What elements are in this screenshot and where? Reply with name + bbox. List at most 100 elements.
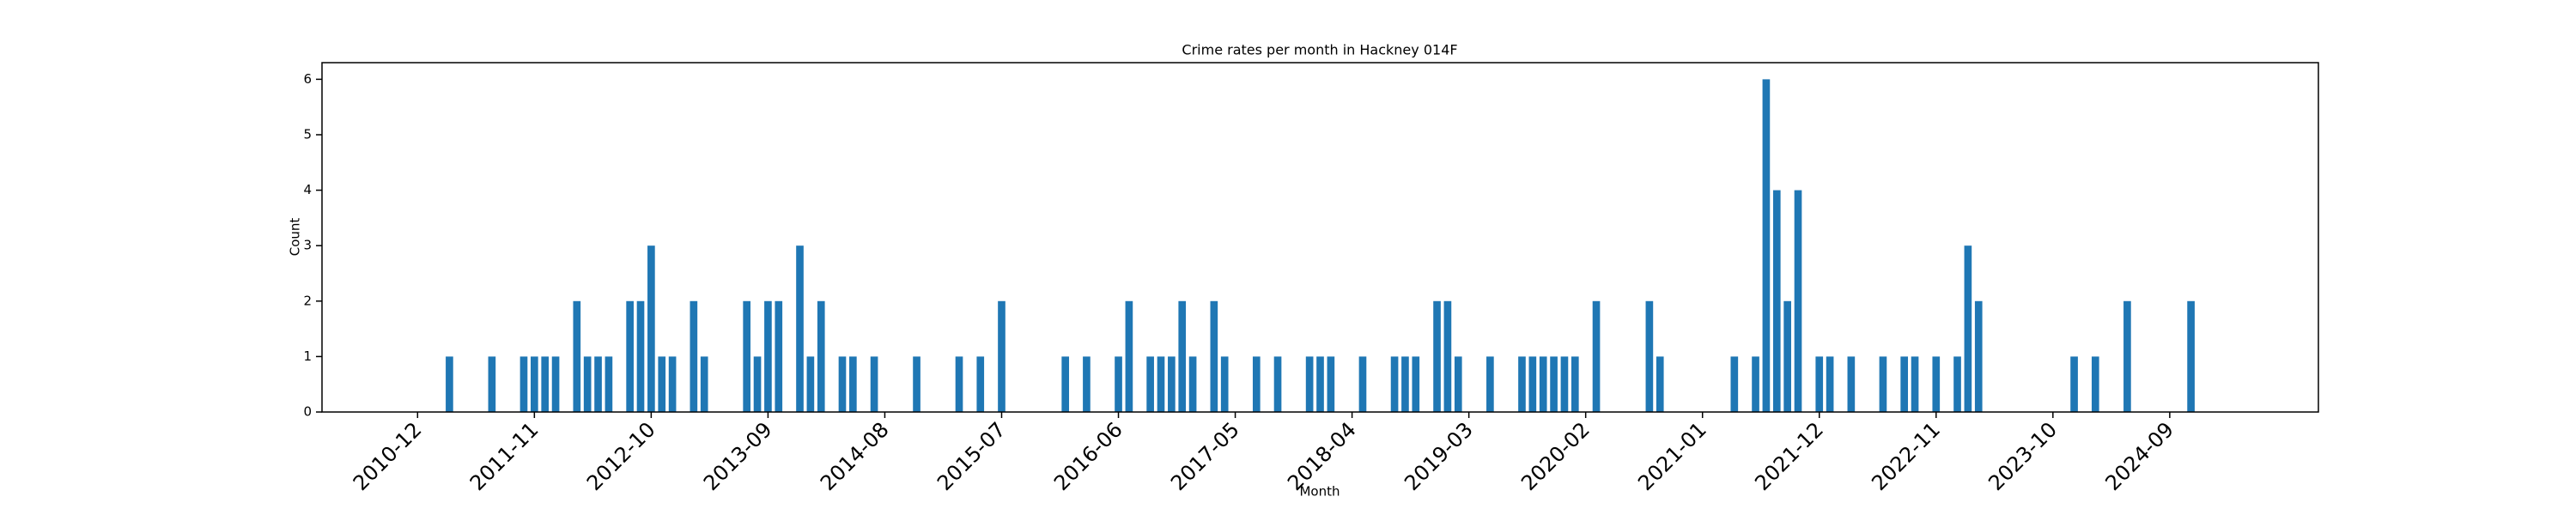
bar [913, 356, 920, 412]
bar [1358, 356, 1367, 412]
bar [1953, 356, 1961, 412]
bar [1125, 300, 1133, 412]
y-tick-label: 3 [303, 238, 312, 253]
bar [2123, 300, 2131, 412]
bar [1826, 356, 1834, 412]
bar [636, 300, 645, 412]
bar [1115, 356, 1122, 412]
bar [541, 356, 550, 412]
x-tick-label: 2021-01 [1633, 417, 1711, 495]
x-tick-label: 2012-10 [582, 417, 660, 495]
bar [605, 356, 613, 412]
x-axis-label: Month [1299, 484, 1340, 500]
x-tick-label: 2019-03 [1400, 417, 1478, 495]
bar [753, 356, 762, 412]
bar [594, 356, 602, 412]
bar [1252, 356, 1261, 412]
bar [1730, 356, 1739, 412]
x-tick-label: 2014-08 [816, 417, 894, 495]
x-tick-label: 2017-05 [1166, 417, 1244, 495]
bar [1443, 300, 1452, 412]
bar [1752, 356, 1759, 412]
bar [838, 356, 847, 412]
bar [806, 356, 815, 412]
bar [583, 356, 592, 412]
bar [488, 356, 496, 412]
bar [1390, 356, 1399, 412]
bar [573, 300, 581, 412]
y-tick-label: 0 [303, 404, 312, 420]
bar [1560, 356, 1569, 412]
bar [817, 300, 825, 412]
bar [700, 356, 708, 412]
bar [2070, 356, 2078, 412]
bar [1815, 356, 1824, 412]
bar [1571, 356, 1579, 412]
y-tick-label: 6 [303, 71, 312, 87]
y-tick-label: 1 [303, 348, 312, 364]
bar [1783, 300, 1791, 412]
bar [1401, 356, 1409, 412]
bar [1220, 356, 1229, 412]
bar [1762, 79, 1771, 412]
bar [1327, 356, 1335, 412]
bar [1433, 300, 1441, 412]
bar [1932, 356, 1941, 412]
bar [1518, 356, 1526, 412]
bar [1900, 356, 1909, 412]
x-tick-label: 2015-07 [933, 417, 1011, 495]
y-tick-label: 5 [303, 126, 312, 142]
bar [743, 300, 751, 412]
bar [1486, 356, 1494, 412]
bar [1210, 300, 1218, 412]
bar [1550, 356, 1558, 412]
bar [1305, 356, 1314, 412]
bar [1539, 356, 1547, 412]
bar [1412, 356, 1420, 412]
bar [1273, 356, 1282, 412]
bar [1879, 356, 1887, 412]
bar [1188, 356, 1197, 412]
bar [446, 356, 453, 412]
bar [796, 245, 804, 412]
x-tick-label: 2011-11 [465, 417, 544, 495]
bar [2091, 356, 2099, 412]
x-tick-label: 2022-11 [1867, 417, 1945, 495]
bar [1645, 300, 1654, 412]
bar [1592, 300, 1601, 412]
bar [998, 300, 1005, 412]
bar [1528, 356, 1537, 412]
bar [1656, 356, 1664, 412]
bar [1168, 356, 1176, 412]
bar [1911, 356, 1919, 412]
bar [551, 356, 560, 412]
bar [531, 356, 538, 412]
bar [658, 356, 666, 412]
bar [1847, 356, 1856, 412]
bar [1083, 356, 1091, 412]
bar [870, 356, 878, 412]
plot-frame [321, 62, 2319, 413]
x-tick-label: 2013-09 [699, 417, 777, 495]
y-tick-label: 4 [303, 182, 312, 197]
bar [1178, 300, 1187, 412]
bar [626, 300, 634, 412]
y-axis-label: Count [288, 218, 303, 257]
x-tick-label: 2021-12 [1750, 417, 1828, 495]
bar [1316, 356, 1324, 412]
x-tick-label: 2023-10 [1984, 417, 2062, 495]
bar [976, 356, 985, 412]
bar [690, 300, 698, 412]
bar [955, 356, 963, 412]
bar [849, 356, 857, 412]
bar [1146, 356, 1154, 412]
bar [647, 245, 655, 412]
bar [1454, 356, 1462, 412]
x-tick-label: 2010-12 [349, 417, 427, 495]
x-tick-label: 2020-02 [1516, 417, 1595, 495]
bar [1974, 300, 1983, 412]
y-tick-label: 2 [303, 293, 312, 308]
bar [1061, 356, 1070, 412]
bar [764, 300, 772, 412]
